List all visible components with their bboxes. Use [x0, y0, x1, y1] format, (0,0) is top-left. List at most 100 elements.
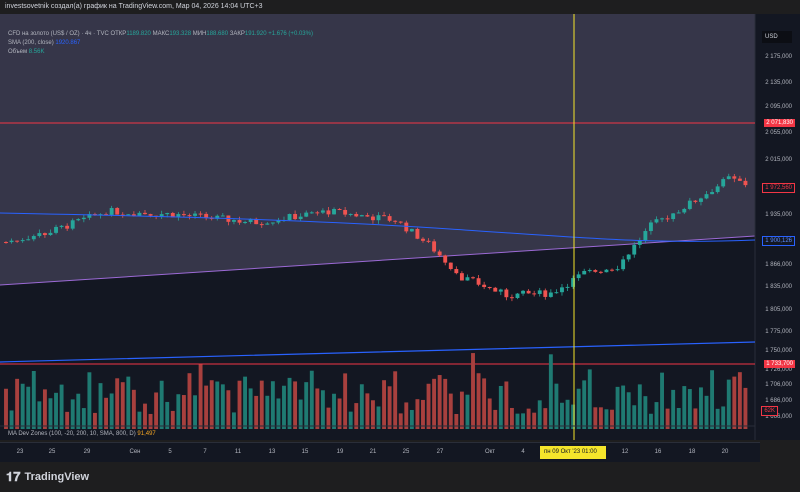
candle-body — [348, 213, 353, 215]
candle-body — [671, 213, 676, 220]
candle-body — [743, 180, 748, 186]
time-tick: 11 — [234, 449, 242, 455]
volume-bar — [98, 383, 103, 429]
volume-bar — [315, 388, 320, 429]
price-tick: 2 015,000 — [765, 157, 792, 163]
time-tick: 29 — [83, 449, 91, 455]
candle-body — [193, 213, 197, 216]
currency-button[interactable]: USD — [762, 31, 792, 43]
candle-body — [243, 221, 248, 223]
volume-bar — [648, 413, 653, 429]
volume-bar — [582, 380, 587, 429]
volume-bar — [387, 386, 392, 429]
volume-bar — [76, 393, 81, 429]
candle-body — [232, 220, 236, 222]
price-tick: 2 055,000 — [765, 130, 792, 136]
volume-bar — [215, 381, 220, 429]
candle-body — [298, 216, 303, 220]
change-value: +1.676 (+0.03%) — [268, 31, 313, 37]
volume-bar — [437, 375, 442, 429]
sma-tag: 1 900,126 — [762, 236, 795, 246]
zone-boundary-line — [0, 235, 756, 286]
candle-body — [59, 225, 64, 227]
candle-body — [615, 269, 620, 271]
volume-bar — [243, 376, 248, 429]
candle-body — [165, 213, 170, 215]
volume-bar — [320, 390, 325, 429]
candle-body — [304, 212, 309, 217]
candle-body — [682, 208, 687, 213]
volume-bar — [176, 394, 181, 429]
candle-body — [687, 200, 692, 209]
candle-body — [521, 290, 525, 294]
time-tick: 4 — [521, 449, 525, 455]
candle-body — [70, 220, 75, 229]
crosshair-date-label: пн 09 Окт '23 01:00 — [540, 446, 606, 459]
candle-body — [248, 218, 253, 222]
candle-body — [493, 287, 498, 292]
time-tick: Окт — [484, 449, 496, 455]
candle-body — [215, 215, 220, 219]
candle-body — [287, 213, 292, 221]
candle-body — [181, 214, 186, 216]
time-tick: 27 — [436, 449, 444, 455]
candle-body — [404, 222, 409, 232]
volume-bar — [159, 380, 164, 429]
volume-bar — [48, 398, 53, 429]
candle-body — [159, 214, 164, 217]
price-tick: 1 775,000 — [765, 329, 792, 335]
volume-bar — [9, 410, 14, 429]
volume-bar — [115, 378, 120, 429]
candle-body — [676, 212, 681, 214]
high-label: МАКС — [152, 31, 170, 37]
volume-bar — [4, 388, 8, 429]
candle-body — [737, 178, 742, 181]
candle-body — [582, 270, 587, 275]
volume-bar — [276, 398, 281, 429]
volume-bar — [487, 398, 492, 429]
volume-bar — [537, 400, 542, 429]
candle-body — [187, 215, 192, 217]
candle-body — [710, 192, 715, 195]
candle-body — [337, 208, 342, 210]
candle-body — [198, 213, 203, 215]
volume-bar — [604, 409, 609, 429]
volume-label: Объем — [8, 49, 28, 55]
candle-body — [454, 268, 459, 274]
candle-body — [459, 273, 464, 281]
volume-bar — [365, 393, 370, 429]
volume-bar — [409, 409, 414, 429]
volume-bar — [59, 384, 64, 429]
candle-body — [704, 194, 709, 199]
candle-body — [610, 269, 614, 271]
volume-bar — [65, 411, 70, 429]
candle-body — [220, 215, 225, 217]
volume-bar — [504, 381, 509, 429]
level-high-tag: 2 071,830 — [764, 119, 795, 127]
candle-body — [370, 216, 375, 221]
candle-body — [543, 290, 548, 297]
open-label: ОТКР — [110, 31, 127, 37]
volume-tag: 62K — [761, 406, 778, 416]
price-chart[interactable] — [0, 14, 800, 440]
volume-bar — [621, 385, 626, 429]
candle-body — [648, 222, 653, 232]
tradingview-logo[interactable]: 𝟏𝟕 TradingView — [6, 469, 89, 485]
volume-bar — [526, 408, 531, 429]
volume-bar — [676, 407, 681, 429]
volume-bar — [293, 381, 298, 429]
volume-bar — [448, 393, 453, 429]
volume-bar — [687, 389, 692, 429]
indicator-label: MA Dev Zones (100, -20, 200, 10, SMA, 80… — [8, 431, 136, 437]
time-tick: 23 — [16, 449, 24, 455]
candle-body — [176, 214, 181, 218]
candle-body — [87, 214, 92, 218]
time-tick: 15 — [301, 449, 309, 455]
candle-body — [721, 179, 726, 187]
volume-bar — [37, 401, 42, 429]
chart-pane[interactable]: CFD на золото (US$ / OZ) · 4ч · TVC ОТКР… — [0, 14, 800, 440]
time-axis[interactable]: 23 25 29 Сен 5 7 11 13 15 19 21 25 27 Окт 4 12 16 18 20 — [0, 442, 760, 462]
volume-bar — [148, 413, 153, 429]
volume-bar — [304, 382, 309, 429]
volume-bar — [120, 382, 125, 429]
